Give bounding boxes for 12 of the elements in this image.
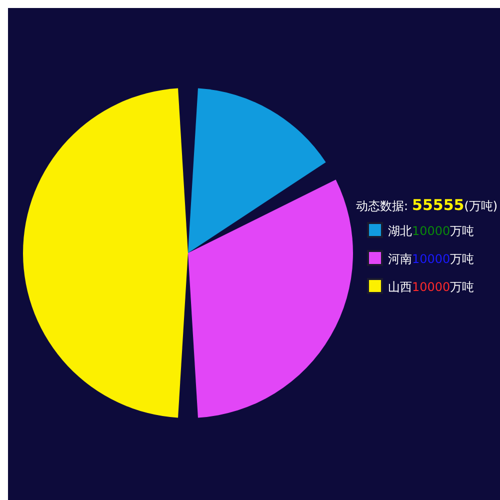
text: (万吨): [464, 199, 498, 213]
legend-label: 河南: [388, 252, 412, 266]
text: 10000: [412, 224, 450, 238]
text: 55555: [412, 196, 464, 214]
text: 万吨: [450, 224, 474, 238]
legend-label: 湖北: [388, 224, 412, 238]
text: 动态数据:: [356, 199, 408, 213]
text: 10000: [412, 280, 450, 294]
text: 万吨: [450, 280, 474, 294]
text: 10000: [412, 252, 450, 266]
text: 万吨: [450, 252, 474, 266]
legend-label: 山西: [388, 280, 412, 294]
